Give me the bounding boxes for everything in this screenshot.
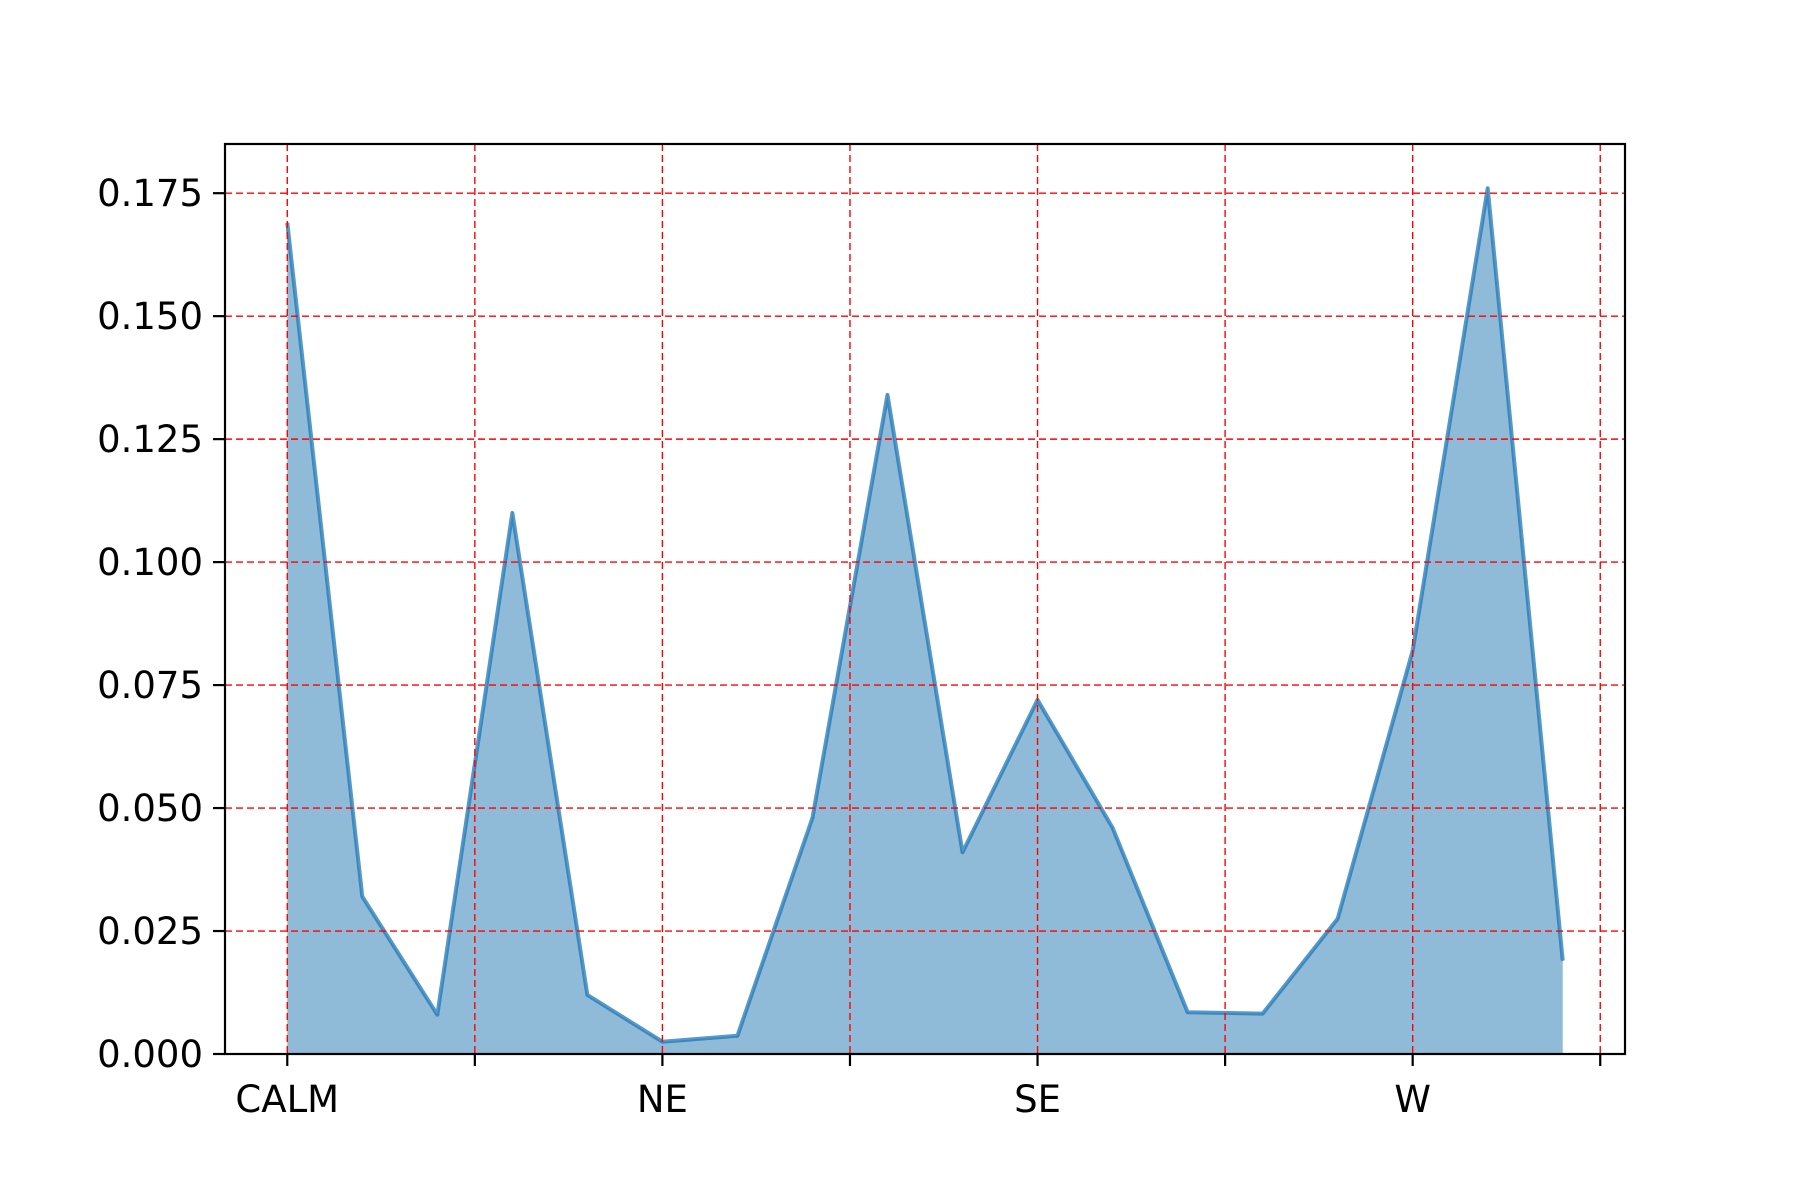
y-tick-label: 0.100	[97, 541, 203, 584]
y-axis-ticks: 0.000 0.025 0.050 0.075 0.100 0.125 0.150 0.175	[97, 172, 225, 1076]
y-tick-label: 0.075	[97, 664, 203, 707]
x-tick-label: NE	[637, 1078, 688, 1121]
data-point	[511, 512, 513, 514]
y-tick-label: 0.000	[97, 1033, 203, 1076]
y-tick-label: 0.150	[97, 295, 203, 338]
x-tick-label: SE	[1014, 1078, 1061, 1121]
data-point	[962, 851, 964, 853]
data-point	[736, 1035, 738, 1037]
data-point	[1562, 960, 1564, 962]
y-tick-label: 0.175	[97, 172, 203, 215]
data-point	[1337, 918, 1339, 920]
series-line	[285, 186, 1565, 1044]
y-tick-label: 0.125	[97, 418, 203, 461]
x-tick-label: CALM	[235, 1078, 339, 1121]
plot-frame	[223, 142, 1627, 1056]
data-point	[586, 994, 588, 996]
data-point	[1112, 827, 1114, 829]
data-point	[1187, 1011, 1189, 1013]
data-point	[1262, 1013, 1264, 1015]
data-point	[886, 394, 888, 396]
data-point	[1487, 187, 1489, 189]
x-axis-ticks: CALM NE SE W	[235, 1054, 1602, 1121]
data-point	[811, 817, 813, 819]
x-tick-label: W	[1394, 1078, 1431, 1121]
data-point	[361, 896, 363, 898]
data-point	[436, 1014, 438, 1016]
y-tick-label: 0.025	[97, 910, 203, 953]
y-tick-label: 0.050	[97, 787, 203, 830]
area-fill	[287, 188, 1563, 1054]
